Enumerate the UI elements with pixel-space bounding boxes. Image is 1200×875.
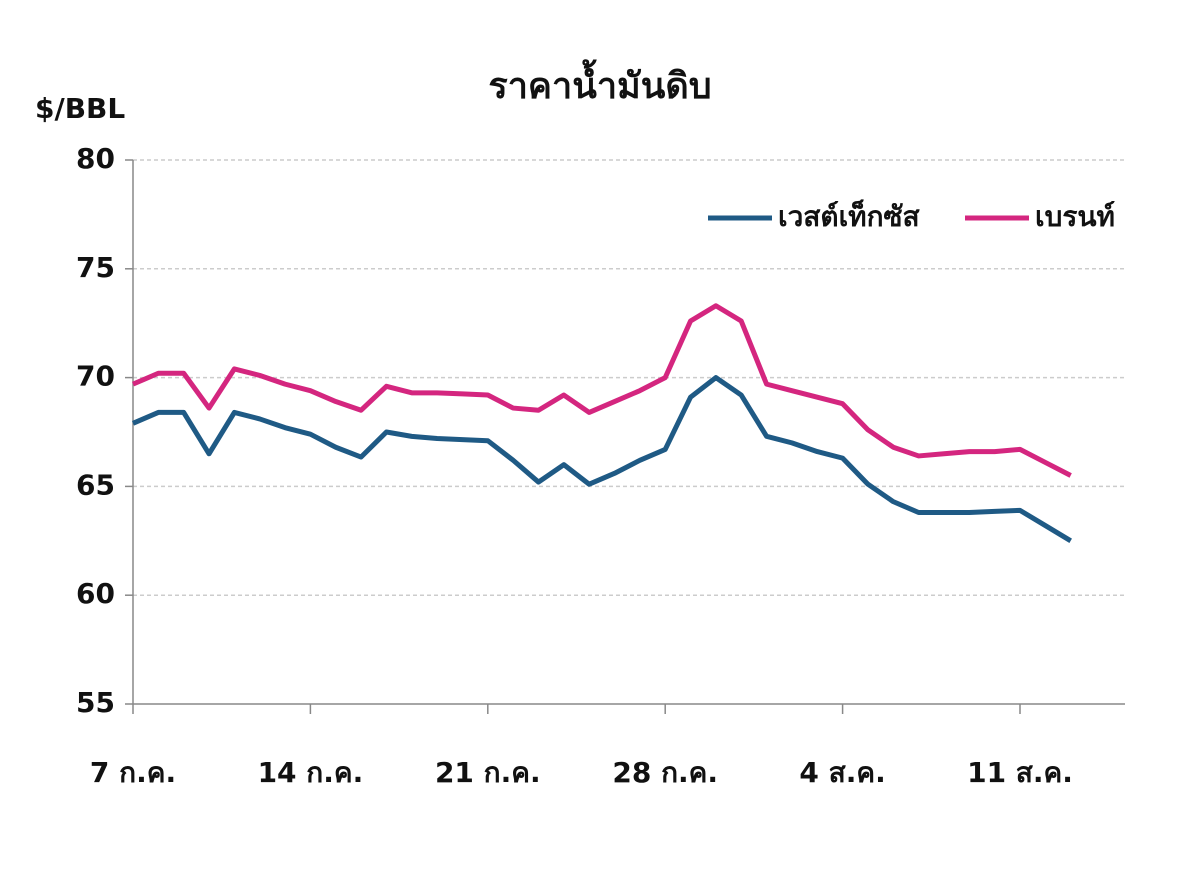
y-tick-label: 70 — [76, 360, 115, 393]
legend-label: เบรนท์ — [1035, 200, 1115, 233]
series-line — [132, 375, 1072, 543]
x-tick-label: 7 ก.ค. — [90, 756, 176, 789]
x-tick-label: 21 ก.ค. — [435, 756, 541, 789]
x-tick-label: 14 ก.ค. — [258, 756, 364, 789]
y-tick-label: 80 — [76, 142, 115, 175]
y-tick-label: 65 — [76, 468, 115, 501]
x-tick-label: 4 ส.ค. — [799, 756, 885, 789]
x-tick-label: 28 ก.ค. — [612, 756, 718, 789]
legend-label: เวสต์เท็กซัส — [778, 199, 921, 233]
x-tick-label: 11 ส.ค. — [967, 756, 1073, 789]
y-axis-label: $/BBL — [35, 92, 125, 125]
y-tick-label: 55 — [76, 686, 115, 719]
series-line — [132, 303, 1072, 478]
y-tick-label: 60 — [76, 577, 115, 610]
chart-title: ราคาน้ำมันดิบ — [488, 59, 711, 107]
y-tick-label: 75 — [76, 251, 115, 284]
